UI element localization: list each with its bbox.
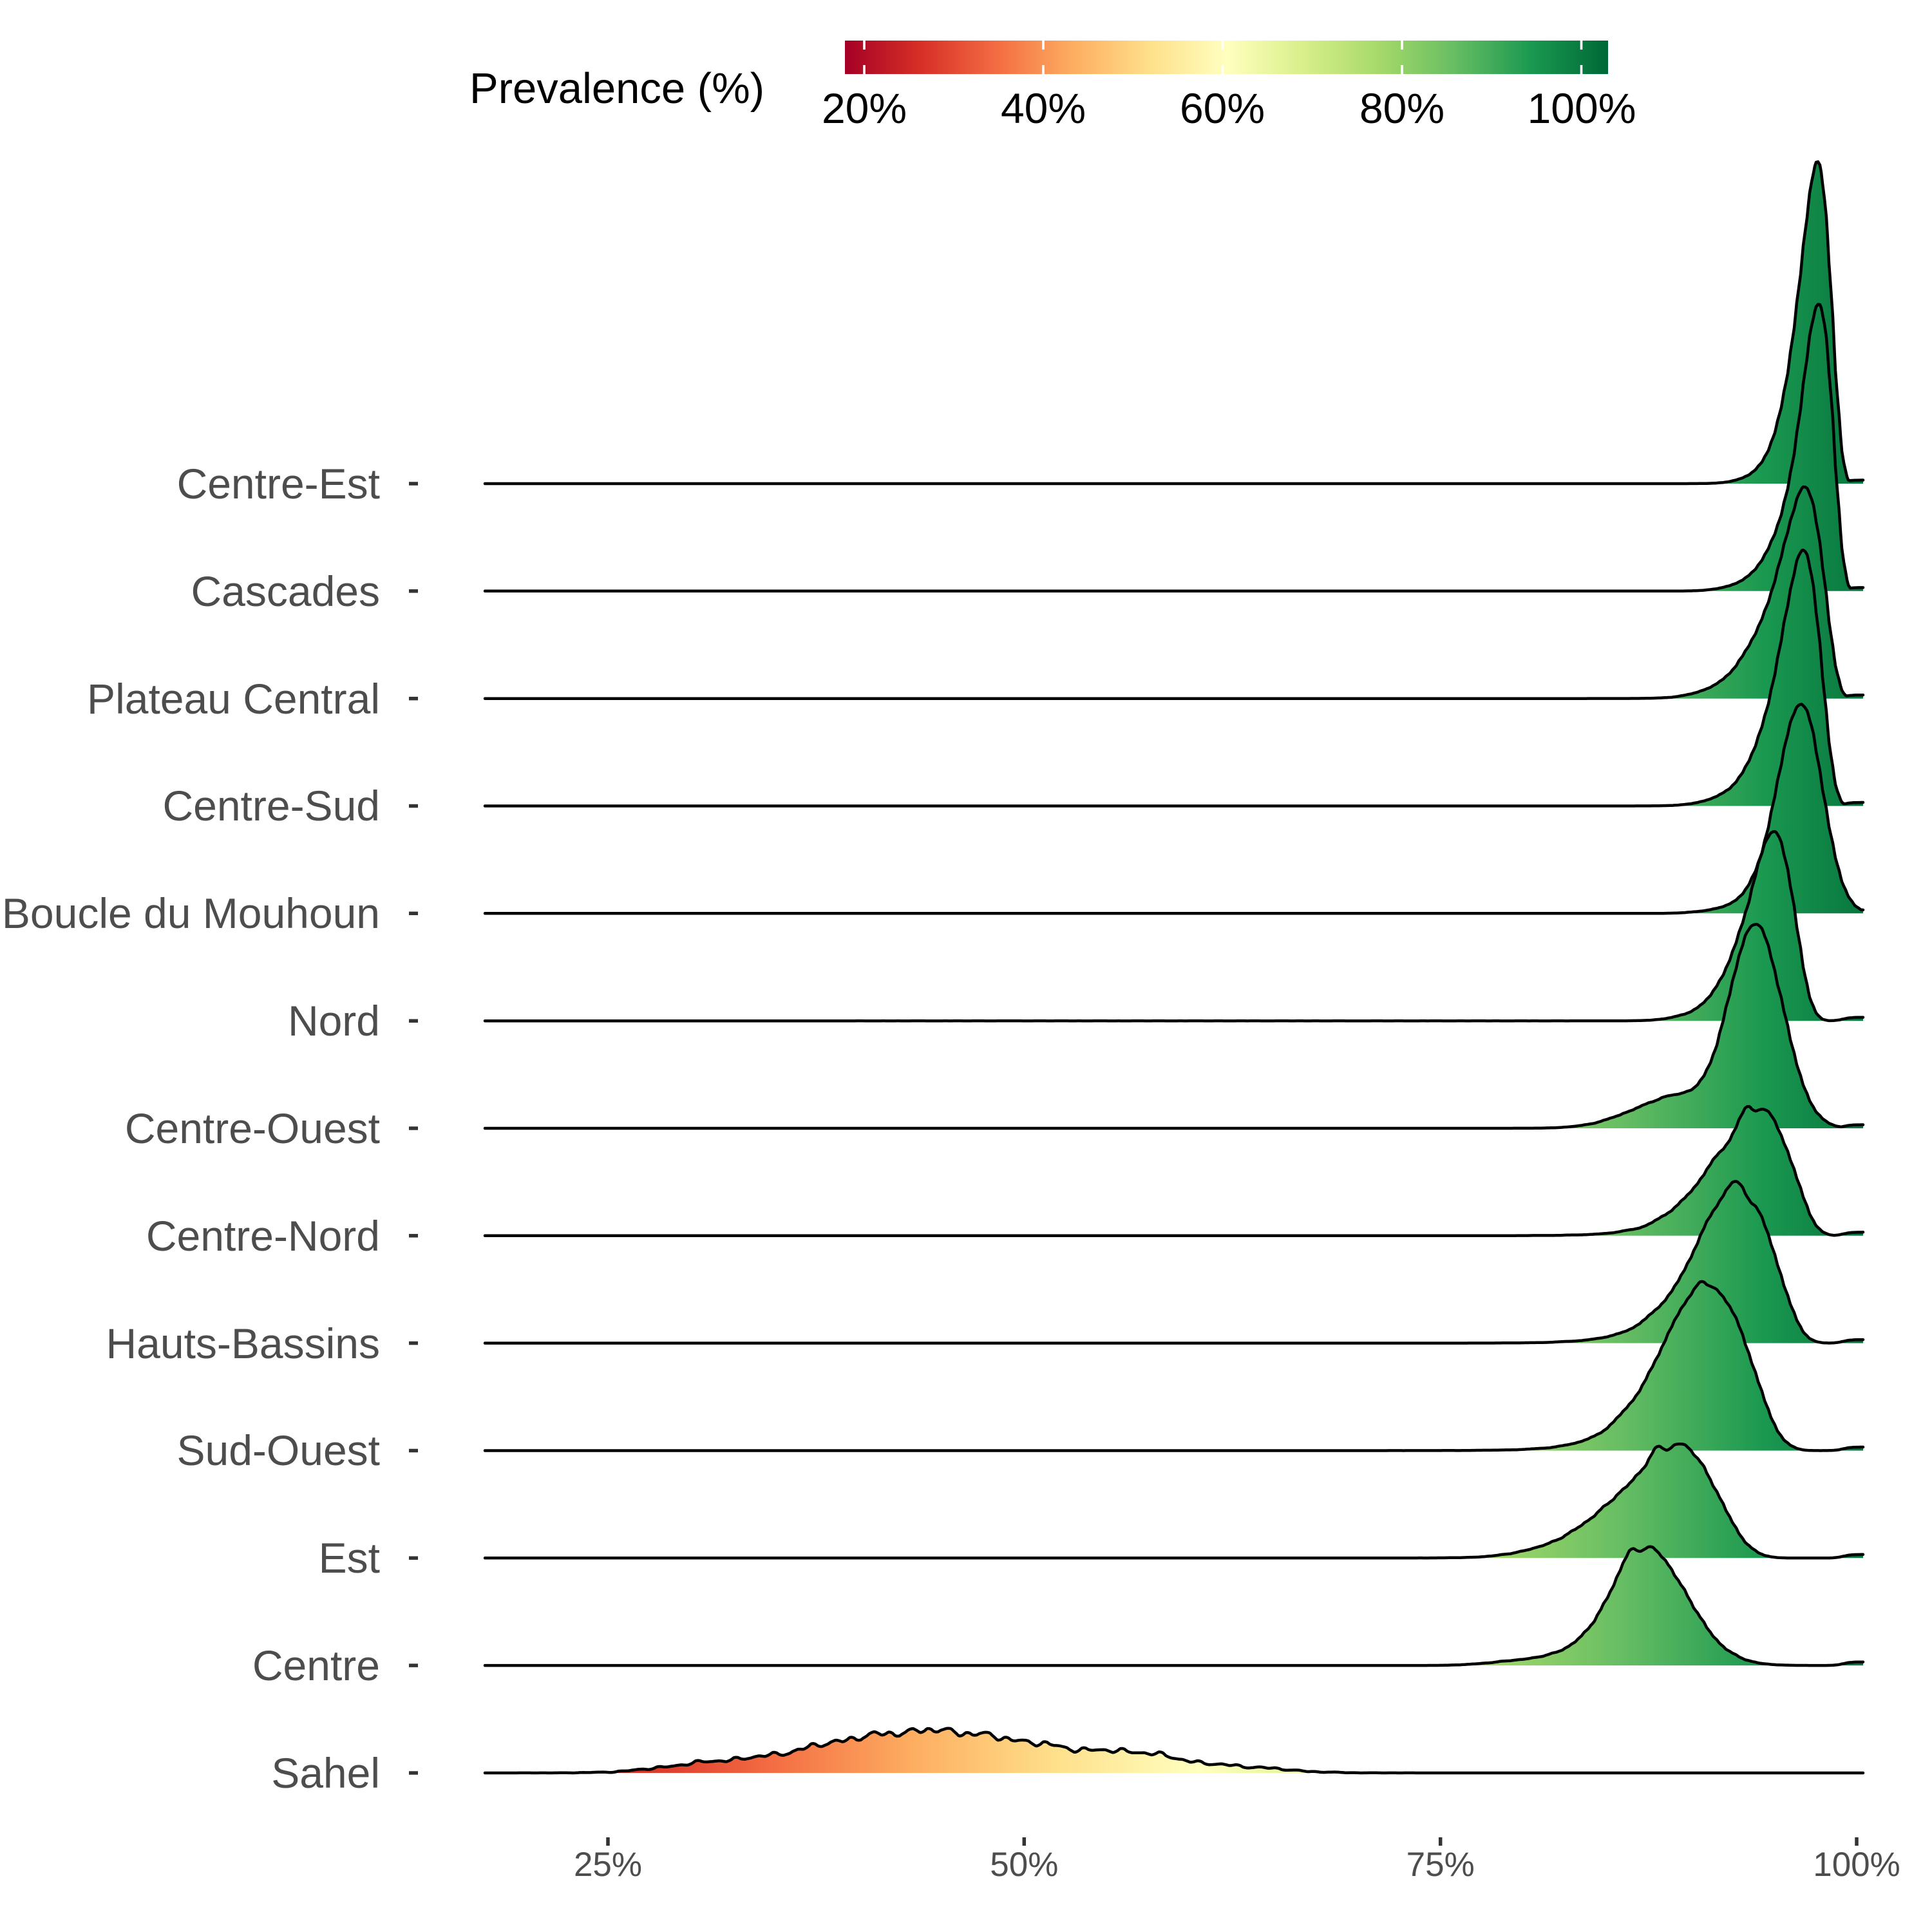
svg-text:50%: 50% (990, 1846, 1058, 1884)
svg-text:Centre-Ouest: Centre-Ouest (125, 1104, 380, 1152)
svg-text:Centre: Centre (252, 1642, 380, 1689)
svg-text:Nord: Nord (288, 997, 380, 1045)
svg-text:75%: 75% (1406, 1846, 1475, 1884)
svg-text:100%: 100% (1528, 84, 1636, 132)
svg-text:60%: 60% (1180, 84, 1265, 132)
svg-text:40%: 40% (1001, 84, 1086, 132)
svg-text:Cascades: Cascades (191, 567, 381, 615)
svg-text:Centre-Nord: Centre-Nord (146, 1212, 380, 1260)
svg-text:Sahel: Sahel (271, 1749, 380, 1797)
svg-text:Prevalence (%): Prevalence (%) (469, 64, 764, 113)
svg-text:25%: 25% (574, 1846, 642, 1884)
svg-text:Hauts-Bassins: Hauts-Bassins (106, 1320, 381, 1367)
svg-text:100%: 100% (1813, 1846, 1900, 1884)
svg-text:Plateau Central: Plateau Central (87, 675, 380, 723)
svg-text:Centre-Est: Centre-Est (177, 460, 380, 507)
svg-text:Centre-Sud: Centre-Sud (162, 782, 380, 829)
svg-text:Boucle du Mouhoun: Boucle du Mouhoun (2, 889, 380, 937)
svg-text:Sud-Ouest: Sud-Ouest (177, 1426, 381, 1474)
svg-text:Est: Est (319, 1534, 380, 1582)
svg-text:20%: 20% (822, 84, 907, 132)
svg-text:80%: 80% (1359, 84, 1444, 132)
